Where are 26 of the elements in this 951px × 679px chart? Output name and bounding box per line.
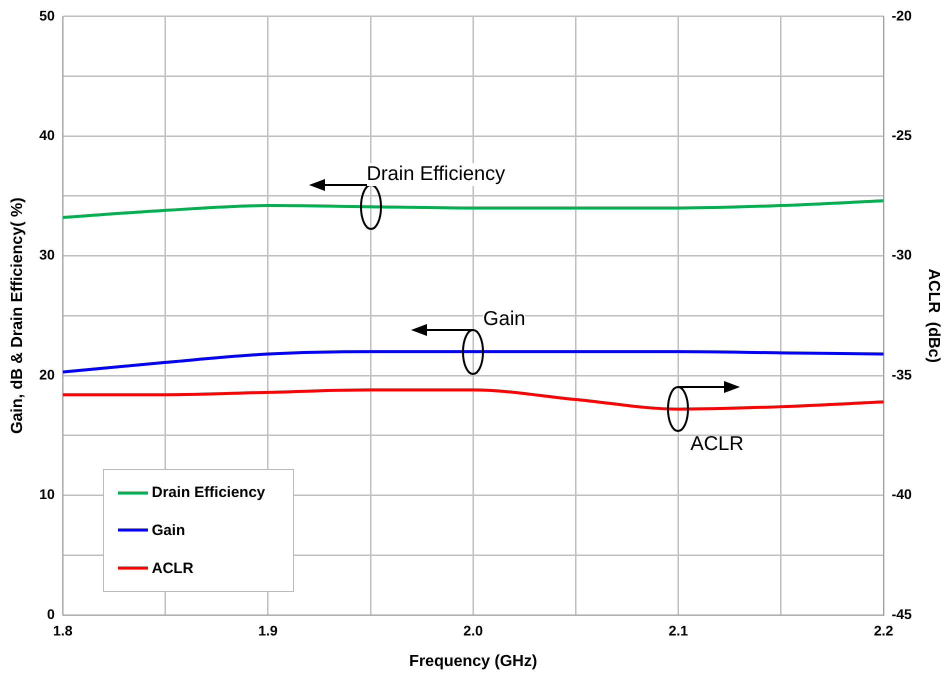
y-tick-label: 50 xyxy=(39,7,55,24)
x-tick-label: 2.0 xyxy=(463,622,484,638)
y-tick-label: 20 xyxy=(39,366,55,382)
annotation: Drain Efficiency xyxy=(366,162,506,186)
y-tick-label: 0 xyxy=(46,606,55,622)
legend-label: Gain xyxy=(152,522,186,539)
y2-tick-label: -20 xyxy=(892,7,912,24)
x-tick-label: 1.9 xyxy=(258,622,278,638)
annotation: Gain xyxy=(483,308,526,331)
y-tick-label: 10 xyxy=(39,486,55,502)
y2-tick-label: -35 xyxy=(892,366,912,382)
x-tick-label: 2.1 xyxy=(668,622,688,638)
annotation: ACLR xyxy=(690,433,744,456)
y-tick-label: 40 xyxy=(39,126,55,143)
y2-axis-title: ACLR (dBc) xyxy=(924,268,942,363)
y2-tick-label: -30 xyxy=(892,246,912,263)
x-axis-title: Frequency (GHz) xyxy=(409,652,538,670)
legend-label: ACLR xyxy=(152,560,194,577)
x-tick-label: 2.2 xyxy=(874,622,894,638)
x-tick-label: 1.8 xyxy=(53,622,73,638)
y2-tick-label: -25 xyxy=(892,126,912,143)
y2-tick-label: -45 xyxy=(892,606,912,622)
y-tick-label: 30 xyxy=(39,246,55,263)
y2-tick-label: -40 xyxy=(892,486,912,502)
legend-label: Drain Efficiency xyxy=(152,484,266,502)
y-axis-title: Gain, dB & Drain Efficiency( %) xyxy=(9,197,26,434)
